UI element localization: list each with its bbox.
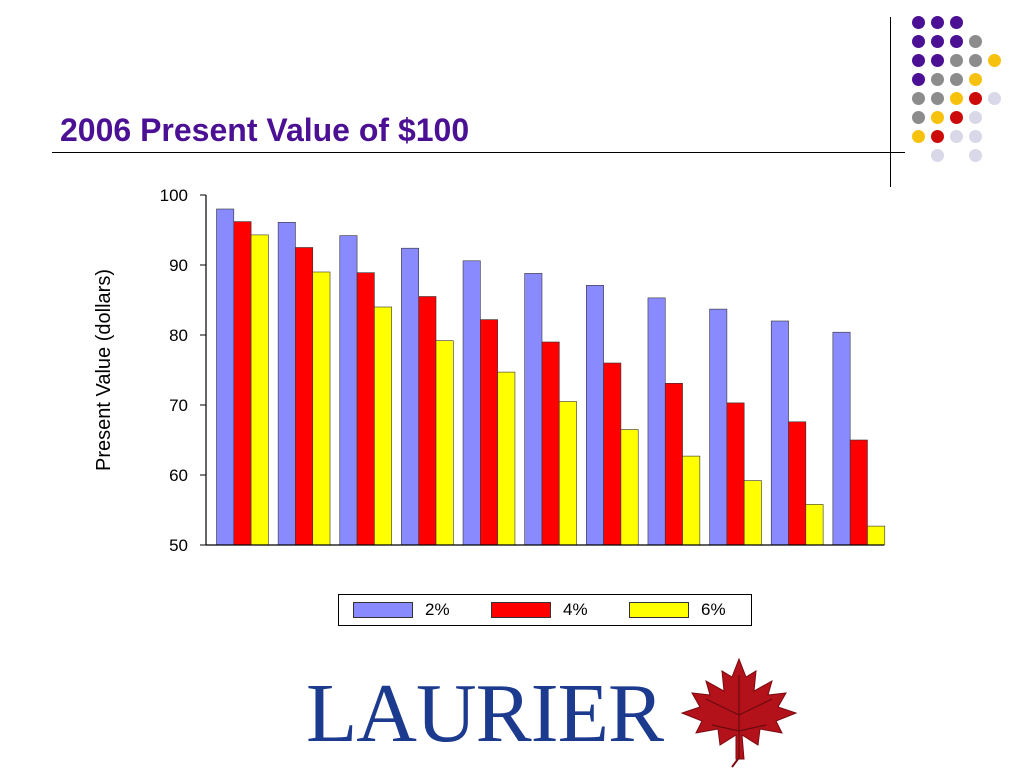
laurier-wordmark: LAURIER [306, 667, 664, 760]
maple-leaf-icon [680, 657, 798, 768]
y-tick-label: 50 [169, 536, 188, 555]
bar-4pct-1 [233, 221, 252, 546]
bar-6pct-9 [743, 480, 762, 546]
laurier-logo: LAURIER [306, 655, 806, 768]
bar-4pct-4 [418, 296, 437, 546]
legend-item-4pct: 4% [491, 600, 588, 619]
legend-swatch-4pct [491, 602, 551, 618]
legend-item-6pct: 6% [629, 600, 726, 619]
bar-chart: 50 60 70 80 90 100 Present Value (dollars) [93, 186, 886, 555]
title-divider [52, 152, 905, 153]
legend-swatch-2pct [353, 602, 413, 618]
bar-2pct-3 [339, 235, 358, 546]
y-tick-label: 70 [169, 396, 188, 415]
bar-2pct-11 [832, 331, 851, 546]
bar-4pct-2 [295, 247, 314, 546]
bar-2pct-6 [524, 273, 543, 546]
bar-6pct-5 [497, 371, 516, 546]
y-tick-label: 60 [169, 466, 188, 485]
legend-swatch-6pct [629, 602, 689, 618]
bar-6pct-7 [620, 429, 639, 546]
bar-4pct-8 [664, 382, 683, 546]
bar-4pct-6 [541, 341, 560, 546]
bar-6pct-8 [682, 455, 701, 546]
bar-4pct-9 [726, 402, 745, 546]
legend-label-6pct: 6% [701, 600, 726, 619]
bar-2pct-7 [586, 284, 604, 546]
vertical-divider [890, 17, 891, 187]
bar-6pct-3 [374, 306, 392, 546]
legend-label-4pct: 4% [563, 600, 588, 619]
y-axis-label: Present Value (dollars) [93, 269, 115, 471]
bar-4pct-10 [788, 421, 807, 546]
bar-6pct-2 [312, 271, 331, 546]
bar-6pct-6 [558, 401, 577, 546]
bar-2pct-1 [216, 208, 235, 546]
bar-2pct-2 [277, 222, 296, 546]
y-tick-label: 100 [160, 186, 188, 205]
bar-2pct-5 [462, 260, 481, 546]
slide-title: 2006 Present Value of $100 [60, 112, 470, 148]
chart-legend: 2% 4% 6% [338, 594, 752, 626]
bar-2pct-9 [709, 308, 728, 546]
legend-label-2pct: 2% [425, 600, 450, 619]
y-tick-label: 90 [169, 256, 188, 275]
bar-2pct-8 [647, 297, 666, 546]
bar-4pct-7 [603, 362, 622, 546]
bar-2pct-4 [401, 247, 420, 546]
bar-6pct-1 [250, 234, 269, 546]
bar-4pct-3 [356, 272, 375, 546]
legend-item-2pct: 2% [353, 600, 450, 619]
bar-6pct-11 [867, 525, 886, 546]
bar-6pct-4 [435, 340, 454, 546]
bar-4pct-11 [849, 439, 868, 546]
bar-2pct-10 [770, 320, 789, 546]
bar-6pct-10 [805, 504, 824, 546]
y-tick-label: 80 [169, 326, 188, 345]
bar-4pct-5 [480, 319, 498, 546]
